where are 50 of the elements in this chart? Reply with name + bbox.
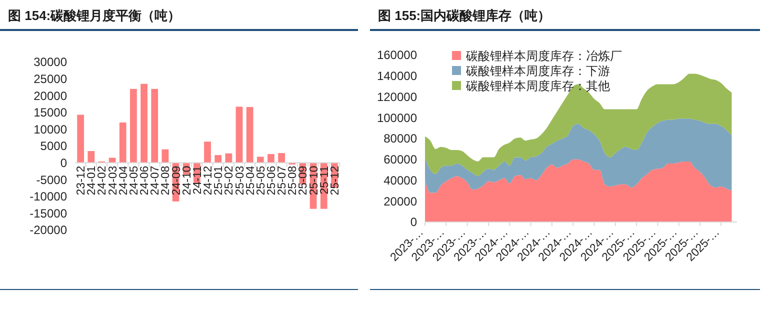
y-tick-label: 60000 — [384, 152, 418, 167]
y-tick-label: 25000 — [34, 72, 68, 86]
x-tick-label: 24-07 — [150, 166, 162, 196]
x-tick-label: 25-09 — [298, 166, 310, 196]
y-tick-label: 30000 — [34, 55, 68, 70]
y-tick-label: 120000 — [376, 90, 418, 104]
x-tick-label: 25-05 — [255, 166, 268, 196]
chart-title: 图 154:碳酸锂月度平衡（吨） — [8, 8, 181, 23]
y-tick-label: -20000 — [30, 223, 68, 238]
x-tick-label: 25-08 — [287, 166, 300, 196]
x-tick-label: 25-07 — [276, 166, 289, 196]
x-tick-label: 24-04 — [118, 165, 130, 196]
x-tick-label: 24-10 — [181, 166, 194, 196]
x-tick-label: 24-08 — [160, 166, 172, 196]
y-tick-label: -10000 — [30, 190, 68, 204]
x-tick-label: 25-03 — [234, 166, 246, 196]
y-tick-label: 15000 — [34, 106, 68, 120]
y-tick-label: -5000 — [36, 172, 68, 187]
y-tick-label: -15000 — [30, 206, 68, 220]
x-tick-label: 24-06 — [139, 166, 152, 196]
y-tick-label: 100000 — [376, 110, 418, 125]
y-tick-label: 80000 — [384, 132, 418, 146]
x-tick-label: 25-02 — [224, 166, 236, 196]
x-tick-label: 25-01 — [213, 166, 226, 196]
y-tick-label: 0 — [410, 215, 418, 230]
x-tick-label: 24-09 — [170, 166, 183, 196]
x-tick-label: 24-12 — [202, 166, 215, 196]
x-tick-label: 23-12 — [76, 166, 88, 196]
x-tick-label: 24-05 — [128, 166, 140, 196]
y-tick-label: 20000 — [384, 194, 418, 208]
y-tick-label: 20000 — [34, 88, 68, 103]
x-tick-label: 25-12 — [329, 166, 342, 196]
x-tick-label: 24-02 — [96, 166, 109, 196]
x-tick-label: 24-03 — [107, 166, 120, 196]
x-tick-label: 24-11 — [192, 166, 204, 194]
legend-label: 碳酸锂样本周度库存：下游 — [465, 64, 610, 78]
y-tick-label: 5000 — [40, 139, 68, 154]
legend-label: 碳酸锂样本周度库存：冶炼厂 — [465, 49, 622, 64]
y-tick-label: 40000 — [384, 173, 418, 188]
x-tick-label: 25-06 — [266, 166, 278, 196]
chart-title: 图 155:国内碳酸锂库存（吨） — [378, 8, 551, 23]
y-tick-label: 160000 — [376, 48, 418, 62]
x-tick-label: 25-11 — [318, 166, 331, 194]
y-tick-label: 0 — [60, 156, 68, 170]
x-tick-label: 25-10 — [308, 166, 320, 196]
x-tick-label: 25-04 — [244, 165, 257, 196]
x-tick-label: 24-01 — [86, 166, 98, 196]
legend-label: 碳酸锂样本周度库存：其他 — [465, 79, 610, 94]
y-tick-label: 140000 — [376, 69, 418, 84]
y-tick-label: 10000 — [34, 122, 68, 136]
